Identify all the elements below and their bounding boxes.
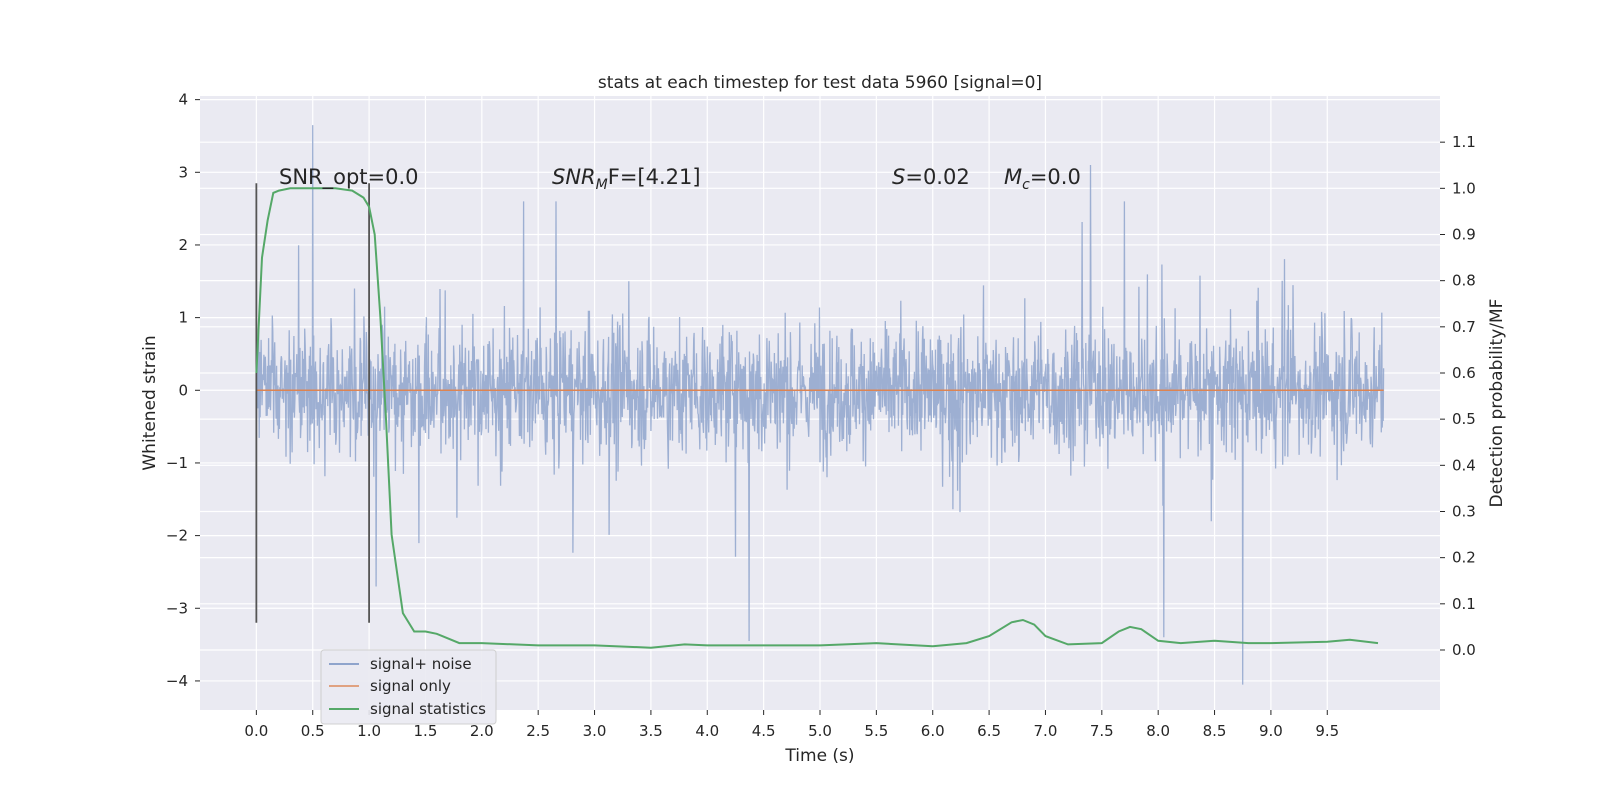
x-tick-label: 6.0 xyxy=(921,722,945,740)
series-signal-plus-noise xyxy=(255,125,1385,685)
y-tick-label: −2 xyxy=(166,527,188,545)
chart-title: stats at each timestep for test data 596… xyxy=(598,73,1042,93)
y2-tick-label: 0.0 xyxy=(1452,641,1476,659)
y2-tick-label: 1.0 xyxy=(1452,179,1476,197)
x-tick-label: 1.0 xyxy=(357,722,381,740)
y-tick-label: 1 xyxy=(178,309,188,327)
noise-line xyxy=(255,125,1385,685)
y2-tick-label: 0.1 xyxy=(1452,595,1476,613)
vertical-markers xyxy=(255,183,370,623)
x-tick-label: 7.0 xyxy=(1034,722,1058,740)
x-tick-label: 2.0 xyxy=(470,722,494,740)
x-tick-label: 5.5 xyxy=(864,722,888,740)
y2-tick-label: 0.9 xyxy=(1452,225,1476,243)
legend: signal+ noise signal only signal statist… xyxy=(320,649,497,725)
legend-label-signal-statistics: signal statistics xyxy=(370,700,486,718)
x-tick-label: 8.0 xyxy=(1146,722,1170,740)
y-axis-label: Whitened strain xyxy=(140,335,160,470)
y-tick-label: 3 xyxy=(178,163,188,181)
annotation-s: S=0.02 xyxy=(892,165,970,189)
y-tick-label: −3 xyxy=(166,599,188,617)
y2-tick-label: 0.5 xyxy=(1452,410,1476,428)
y2-tick-label: 0.2 xyxy=(1452,549,1476,567)
x-tick-label: 9.5 xyxy=(1315,722,1339,740)
x-tick-label: 6.5 xyxy=(977,722,1001,740)
x-tick-label: 1.5 xyxy=(414,722,438,740)
y2-tick-label: 0.4 xyxy=(1452,456,1476,474)
y2-tick-label: 1.1 xyxy=(1452,133,1476,151)
y-tick-label: −4 xyxy=(166,672,188,690)
x-tick-label: 0.0 xyxy=(244,722,268,740)
x-tick-label: 0.5 xyxy=(301,722,325,740)
y-tick-label: −1 xyxy=(166,454,188,472)
x-tick-label: 9.0 xyxy=(1259,722,1283,740)
series-signal-statistics xyxy=(255,187,1379,649)
y2-tick-label: 0.3 xyxy=(1452,502,1476,520)
x-tick-label: 2.5 xyxy=(526,722,550,740)
x-tick-label: 3.0 xyxy=(583,722,607,740)
x-tick-label: 8.5 xyxy=(1203,722,1227,740)
y2-tick-labels: 1.1 1.0 0.9 0.8 0.7 0.6 0.5 0.4 0.3 0.2 0.1 0.0 xyxy=(1440,133,1476,659)
y2-axis-label: Detection probability/MF xyxy=(1487,299,1507,508)
y-tick-label: 2 xyxy=(178,236,188,254)
y2-tick-label: 0.8 xyxy=(1452,272,1476,290)
x-tick-label: 4.5 xyxy=(752,722,776,740)
x-tick-label: 4.0 xyxy=(695,722,719,740)
annotation-snr-opt: SNR_opt=0.0 xyxy=(279,165,419,190)
y-tick-label: 4 xyxy=(178,91,188,109)
annotation-snr-mf: SNRMF=[4.21] xyxy=(552,165,701,193)
legend-label-signal-plus-noise: signal+ noise xyxy=(370,655,472,673)
y-tick-labels: 4 3 2 1 0 −1 −2 −3 −4 xyxy=(166,91,200,690)
x-tick-label: 7.5 xyxy=(1090,722,1114,740)
y2-tick-label: 0.6 xyxy=(1452,364,1476,382)
x-axis-label: Time (s) xyxy=(784,746,854,766)
legend-box xyxy=(320,649,497,725)
y2-tick-label: 0.7 xyxy=(1452,318,1476,336)
x-tick-label: 5.0 xyxy=(808,722,832,740)
annotation-mc: Mc=0.0 xyxy=(1004,165,1081,193)
legend-label-signal-only: signal only xyxy=(370,677,451,695)
y-tick-label: 0 xyxy=(178,381,188,399)
x-tick-labels: 0.0 0.5 1.0 1.5 2.0 2.5 3.0 3.5 4.0 4.5 5.0 5.5 6.0 6… xyxy=(244,710,1339,740)
x-tick-label: 3.5 xyxy=(639,722,663,740)
